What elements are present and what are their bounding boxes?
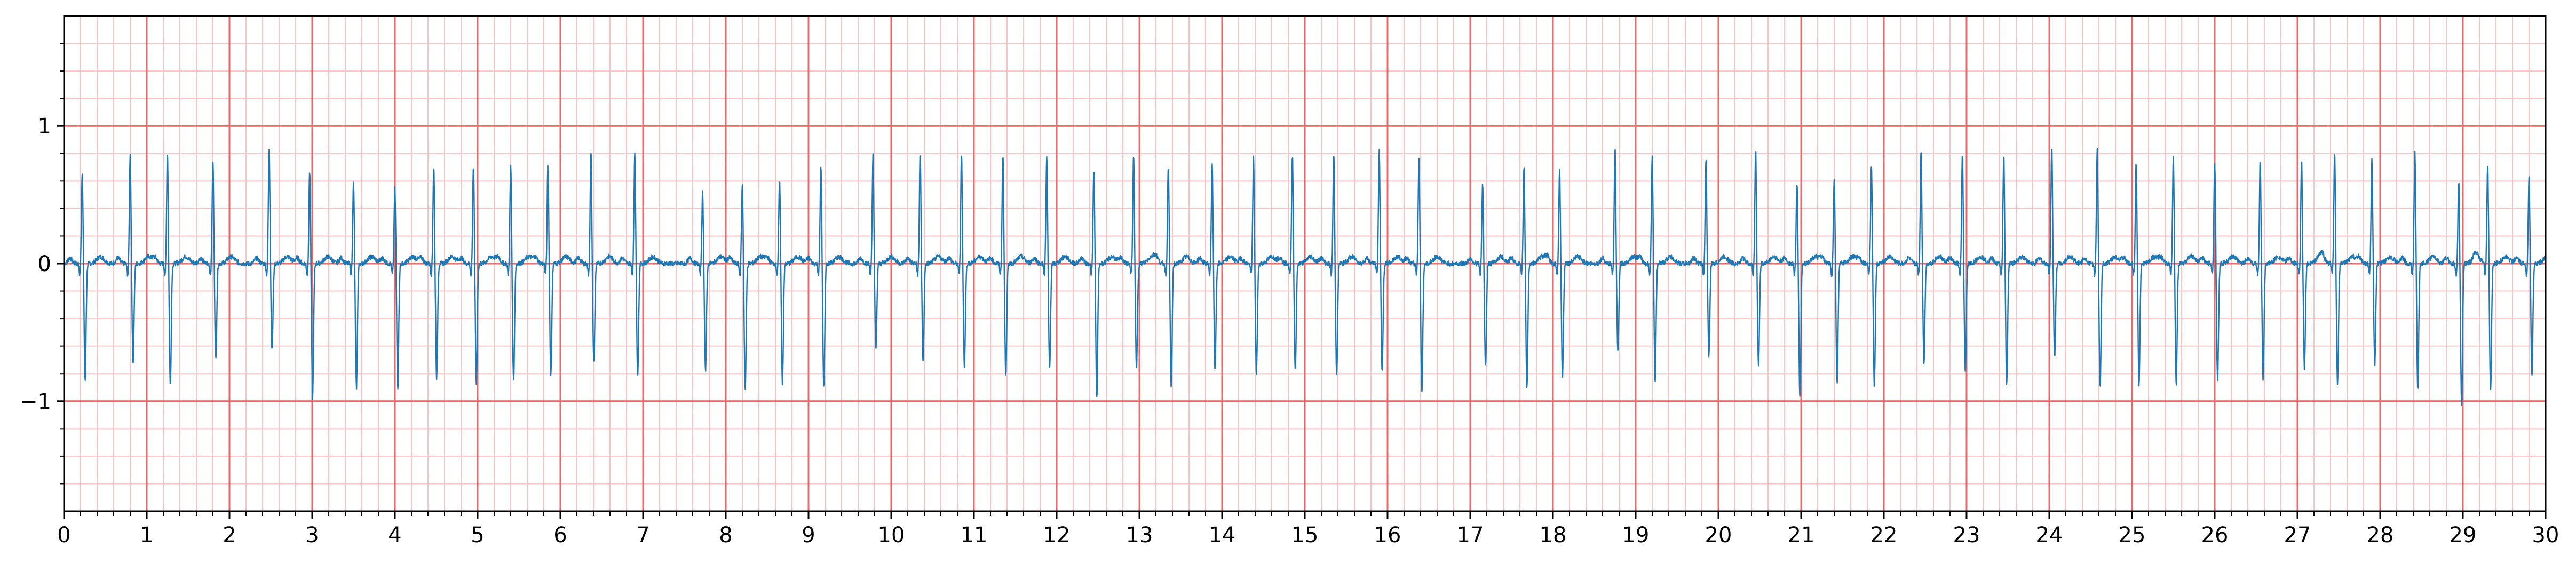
x-tick-label: 27 — [2284, 523, 2311, 548]
y-tick-label: −1 — [20, 390, 51, 414]
x-tick-label: 16 — [1374, 523, 1401, 548]
x-tick-label: 0 — [57, 523, 70, 548]
ecg-trace — [64, 148, 2546, 406]
x-tick-label: 6 — [553, 523, 567, 548]
x-tick-label: 24 — [2036, 523, 2063, 548]
x-axis: 0 1 2 3 4 5 6 7 8 9 10 11 12 13 14 15 16 17 18 19 20 21 22 23 24… — [57, 511, 2559, 548]
x-tick-label: 28 — [2367, 523, 2394, 548]
x-tick-label: 29 — [2450, 523, 2477, 548]
x-tick-label: 21 — [1788, 523, 1815, 548]
x-tick-label: 14 — [1209, 523, 1236, 548]
x-tick-label: 7 — [636, 523, 649, 548]
x-tick-label: 5 — [471, 523, 484, 548]
ecg-signal — [64, 148, 2546, 406]
x-tick-label: 19 — [1622, 523, 1650, 548]
x-tick-label: 1 — [140, 523, 153, 548]
x-tick-label: 23 — [1953, 523, 1980, 548]
x-tick-label: 22 — [1870, 523, 1898, 548]
x-tick-label: 17 — [1457, 523, 1484, 548]
x-tick-label: 3 — [305, 523, 319, 548]
x-tick-label: 26 — [2201, 523, 2229, 548]
x-tick-label: 15 — [1291, 523, 1319, 548]
x-tick-label: 4 — [388, 523, 401, 548]
x-tick-label: 9 — [802, 523, 815, 548]
x-tick-label: 20 — [1705, 523, 1732, 548]
x-tick-label: 10 — [878, 523, 905, 548]
x-tick-label: 8 — [719, 523, 732, 548]
x-tick-label: 13 — [1126, 523, 1153, 548]
y-tick-label: 0 — [38, 252, 51, 276]
x-tick-label: 30 — [2532, 523, 2559, 548]
x-tick-label: 25 — [2119, 523, 2146, 548]
y-axis: −1 0 1 — [20, 43, 64, 485]
x-tick-label: 18 — [1540, 523, 1567, 548]
x-tick-label: 2 — [223, 523, 236, 548]
y-tick-label: 1 — [38, 114, 51, 139]
x-tick-label: 12 — [1043, 523, 1071, 548]
x-tick-label: 11 — [961, 523, 988, 548]
